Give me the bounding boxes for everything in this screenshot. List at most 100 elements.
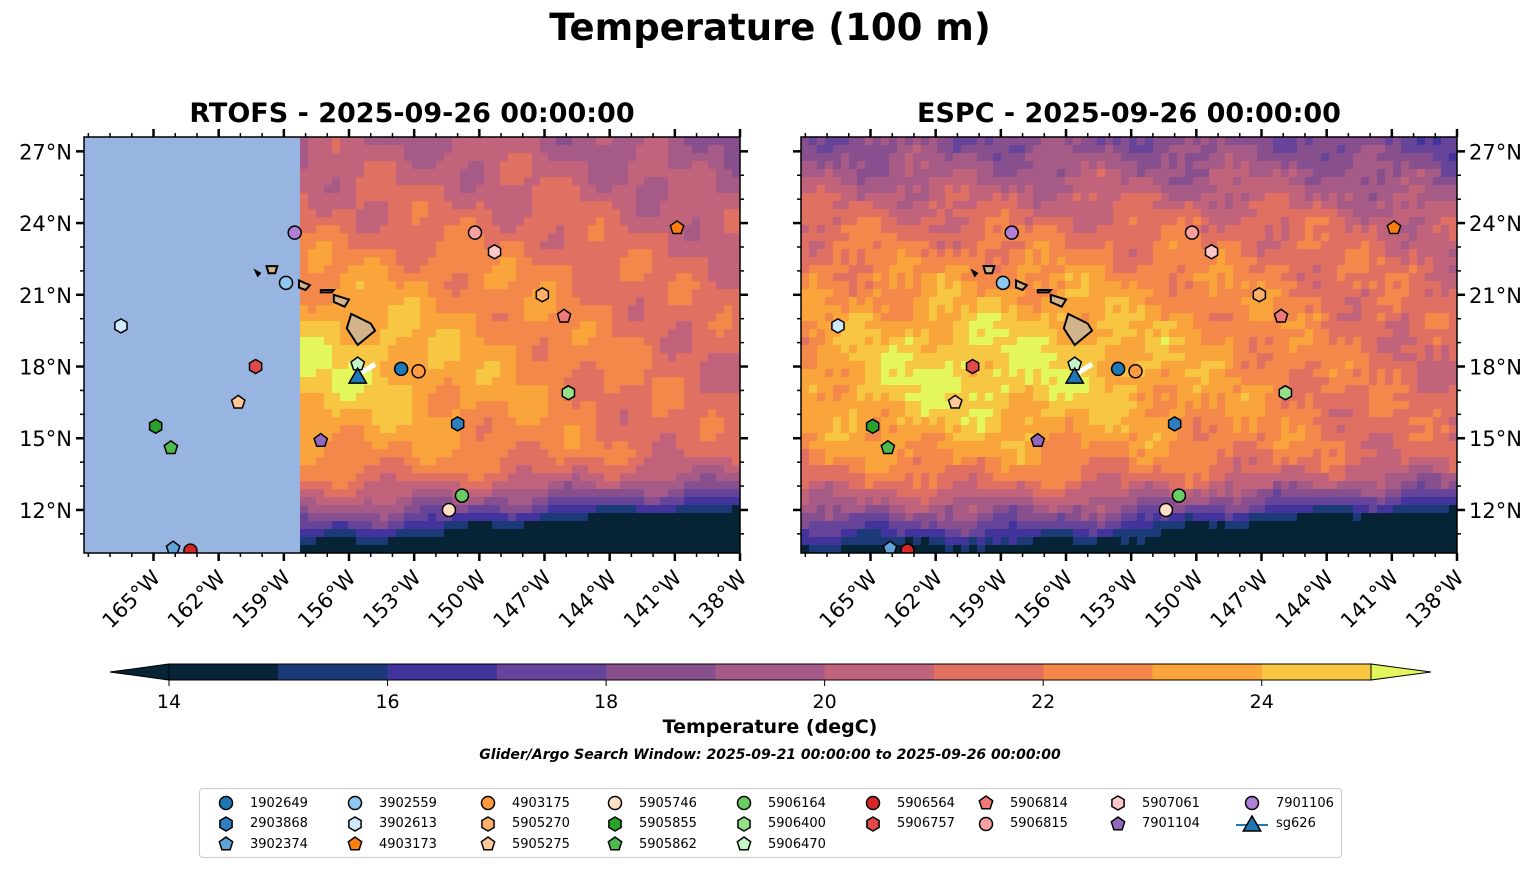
colorbar-tick-label: 18 bbox=[594, 691, 618, 713]
float-marker-5905746 bbox=[1158, 502, 1174, 518]
x-tick-label: 147°W bbox=[1206, 565, 1274, 633]
float-marker-1902649 bbox=[393, 361, 409, 377]
markers bbox=[114, 219, 685, 553]
x-tick-label: 162°W bbox=[880, 565, 948, 633]
island bbox=[1049, 293, 1068, 308]
legend-marker-5906564 bbox=[865, 795, 881, 811]
legend-item-5906164: 5906164 bbox=[726, 793, 826, 813]
colorbar-segment bbox=[1152, 664, 1263, 680]
legend-item-5906564: 5906564 bbox=[855, 793, 955, 813]
legend-marker bbox=[607, 795, 623, 811]
float-marker-5905270 bbox=[535, 286, 550, 303]
legend-marker-3902374 bbox=[218, 836, 234, 851]
float-marker-2903868 bbox=[450, 416, 465, 432]
float-marker-5906400 bbox=[1278, 384, 1293, 401]
y-tick-label: 21°N bbox=[19, 284, 72, 308]
y-tick-label: 21°N bbox=[1469, 284, 1522, 308]
colorbar-segment bbox=[1043, 664, 1153, 680]
colorbar-frame bbox=[168, 663, 1372, 681]
legend-label: 2903868 bbox=[250, 816, 308, 831]
x-tick-label: 150°W bbox=[423, 565, 491, 633]
legend-marker-5906400 bbox=[737, 815, 751, 832]
legend-item-7901106: 7901106 bbox=[1234, 793, 1334, 813]
colorbar-segment bbox=[169, 664, 279, 680]
legend-label: 5906814 bbox=[1010, 795, 1068, 811]
glider-marker-sg626 bbox=[1064, 366, 1085, 384]
colorbar-segment bbox=[1261, 664, 1372, 680]
legend-label: 7901106 bbox=[1276, 795, 1334, 811]
legend-marker bbox=[1236, 814, 1268, 832]
x-tick-label: 141°W bbox=[1336, 565, 1404, 633]
colorbar-tick-label: 16 bbox=[375, 691, 399, 713]
colorbar-label: Temperature (degC) bbox=[662, 716, 878, 738]
legend-marker-5906164 bbox=[736, 795, 752, 811]
float-marker-5906757 bbox=[965, 358, 980, 375]
float-marker-4903175 bbox=[1128, 364, 1143, 379]
island bbox=[1015, 278, 1029, 292]
legend-label: 7901104 bbox=[1142, 816, 1200, 831]
legend-marker-5906470 bbox=[736, 836, 752, 851]
colorbar: 14 16 18 20 22 24 bbox=[109, 663, 1432, 713]
island bbox=[1062, 312, 1094, 347]
legend-label: 4903175 bbox=[512, 795, 570, 811]
island bbox=[319, 289, 337, 294]
float-marker-5906164 bbox=[1171, 488, 1187, 503]
float-marker-5905855 bbox=[148, 418, 163, 435]
island bbox=[265, 265, 279, 275]
legend-marker bbox=[866, 815, 880, 832]
island bbox=[1036, 289, 1054, 294]
float-marker-3902374 bbox=[882, 540, 898, 553]
map-frame bbox=[800, 136, 1458, 554]
legend-marker-5905270 bbox=[481, 815, 495, 832]
x-tick-label: 156°W bbox=[293, 565, 361, 633]
legend-marker bbox=[219, 815, 233, 832]
float-marker-4903175 bbox=[411, 364, 426, 379]
float-marker-5906564 bbox=[183, 543, 198, 553]
legend-label: 3902559 bbox=[379, 795, 437, 811]
legend-label: 5905862 bbox=[639, 836, 697, 852]
legend-marker bbox=[218, 836, 234, 851]
legend-marker bbox=[218, 795, 234, 811]
glider-marker-sg626 bbox=[347, 366, 368, 384]
island bbox=[970, 268, 979, 278]
legend-marker-sg626 bbox=[1241, 814, 1263, 832]
legend-marker bbox=[736, 836, 752, 851]
legend-item-5905275: 5905275 bbox=[470, 834, 570, 854]
legend-marker-3902559 bbox=[347, 795, 363, 811]
legend-item-4903173: 4903173 bbox=[337, 834, 437, 854]
legend-marker bbox=[1244, 795, 1260, 811]
float-marker-5905275 bbox=[947, 394, 963, 409]
float-marker-5906814 bbox=[1273, 308, 1289, 323]
legend-marker bbox=[1110, 815, 1126, 830]
legend-label: 3902374 bbox=[250, 836, 308, 852]
temperature-field bbox=[84, 137, 740, 553]
legend-marker bbox=[1111, 795, 1125, 811]
legend-label: 5905270 bbox=[512, 816, 570, 831]
legend-label: 5906164 bbox=[768, 795, 826, 811]
y-tick-label: 24°N bbox=[19, 212, 72, 236]
legend-marker bbox=[978, 816, 994, 831]
legend-label: 5905275 bbox=[512, 836, 570, 852]
float-marker-4903173 bbox=[669, 219, 685, 235]
float-marker-5907061 bbox=[1204, 243, 1219, 260]
x-tick-label: 138°W bbox=[1401, 565, 1469, 633]
float-marker-5907061 bbox=[487, 243, 502, 260]
legend-label: 5905746 bbox=[639, 795, 697, 811]
legend-item-5906470: 5906470 bbox=[726, 834, 826, 854]
x-tick-label: 156°W bbox=[1010, 565, 1078, 633]
x-tick-label: 144°W bbox=[554, 565, 622, 633]
temperature-field bbox=[801, 137, 1457, 553]
float-marker-3902559 bbox=[995, 275, 1011, 291]
legend-marker bbox=[607, 836, 623, 851]
legend-marker bbox=[481, 815, 495, 832]
float-marker-7901104 bbox=[1030, 432, 1046, 448]
float-marker-7901106 bbox=[287, 225, 302, 240]
colorbar-tick-label: 22 bbox=[1031, 691, 1055, 713]
legend-label: 5906564 bbox=[897, 795, 955, 811]
y-tick-label: 18°N bbox=[19, 356, 72, 380]
colorbar-segment bbox=[933, 664, 1044, 680]
land-hawaii bbox=[253, 265, 377, 347]
legend-item-5906400: 5906400 bbox=[726, 814, 826, 834]
float-marker-5906815 bbox=[1184, 225, 1200, 240]
search-window-label: Glider/Argo Search Window: 2025-09-21 00… bbox=[479, 747, 1061, 763]
